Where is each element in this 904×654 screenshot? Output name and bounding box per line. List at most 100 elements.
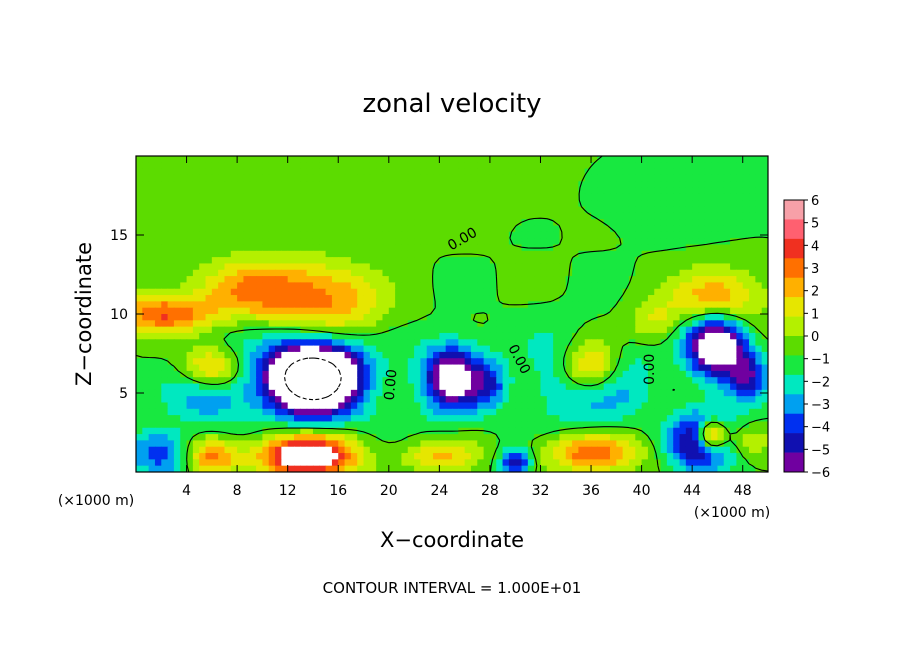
field-cell [154, 339, 162, 347]
field-cell [578, 389, 586, 397]
field-cell [534, 345, 542, 353]
field-cell [685, 174, 693, 182]
field-cell [407, 187, 415, 195]
field-cell [591, 193, 598, 201]
field-cell [470, 421, 478, 429]
field-cell [262, 339, 270, 347]
field-cell [426, 408, 434, 416]
field-cell [306, 238, 314, 246]
field-cell [591, 402, 598, 410]
field-cell [692, 174, 700, 182]
field-cell [243, 193, 251, 201]
field-cell [628, 345, 636, 353]
field-cell [414, 187, 421, 195]
field-cell [350, 408, 358, 416]
field-cell [433, 244, 440, 252]
field-cell [591, 453, 598, 460]
field-cell [508, 174, 516, 182]
field-cell [433, 415, 440, 423]
field-cell [483, 415, 491, 423]
field-cell [275, 332, 282, 340]
field-cell [736, 162, 744, 170]
field-cell [502, 162, 510, 170]
field-cell [268, 162, 276, 170]
field-cell [243, 282, 251, 290]
field-cell [199, 358, 207, 366]
field-cell [540, 370, 548, 378]
field-cell [249, 219, 257, 227]
field-cell [616, 314, 624, 321]
field-cell [559, 238, 567, 246]
field-cell [755, 200, 763, 208]
field-cell [205, 231, 213, 239]
field-cell [534, 370, 542, 378]
field-cell [224, 326, 232, 334]
field-cell [344, 377, 352, 385]
field-cell [635, 168, 643, 176]
field-cell [502, 288, 510, 296]
field-cell [622, 244, 630, 252]
field-cell [622, 187, 630, 195]
field-cell [338, 162, 346, 170]
field-cell [572, 427, 579, 435]
field-cell [376, 193, 384, 201]
field-cell [256, 459, 263, 467]
field-cell [565, 446, 573, 454]
field-cell [180, 168, 188, 176]
field-cell [363, 295, 371, 302]
field-cell [578, 156, 586, 163]
field-cell [489, 219, 497, 227]
field-cell [736, 156, 744, 163]
field-cell [268, 351, 276, 359]
field-cell [496, 415, 504, 423]
field-cell [755, 446, 763, 454]
field-cell [439, 200, 447, 208]
field-cell [616, 326, 624, 334]
field-cell [616, 446, 624, 454]
field-cell [673, 326, 681, 334]
field-cell [496, 345, 504, 353]
field-cell [287, 402, 295, 410]
field-cell [294, 396, 301, 404]
field-cell [755, 440, 763, 448]
field-cell [641, 282, 649, 290]
field-cell [376, 383, 384, 391]
field-cell [262, 383, 270, 391]
field-cell [685, 295, 693, 302]
field-cell [673, 396, 681, 404]
field-cell [540, 465, 548, 472]
field-cell [616, 383, 624, 391]
field-cell [376, 231, 384, 239]
field-cell [660, 219, 668, 227]
field-cell [167, 326, 175, 334]
field-cell [249, 402, 257, 410]
field-cell [230, 288, 238, 296]
field-cell [584, 326, 592, 334]
field-cell [559, 206, 567, 214]
field-cell [540, 225, 548, 233]
field-cell [325, 415, 333, 423]
field-cell [742, 181, 750, 189]
field-cell [224, 446, 232, 454]
field-cell [489, 459, 497, 467]
field-cell [224, 244, 232, 252]
field-cell [572, 231, 579, 239]
field-cell [401, 200, 409, 208]
field-cell [527, 339, 535, 347]
field-cell [452, 219, 459, 227]
field-cell [167, 288, 175, 296]
field-cell [654, 250, 662, 258]
field-cell [540, 187, 548, 195]
field-cell [426, 453, 434, 460]
field-cell [647, 339, 655, 347]
field-cell [287, 396, 295, 404]
field-cell [521, 465, 529, 472]
field-cell [173, 295, 181, 302]
field-cell [749, 434, 756, 441]
field-cell [546, 396, 554, 404]
field-cell [730, 465, 737, 472]
field-cell [192, 459, 200, 467]
field-cell [742, 219, 750, 227]
field-cell [553, 408, 561, 416]
field-cell [243, 238, 251, 246]
